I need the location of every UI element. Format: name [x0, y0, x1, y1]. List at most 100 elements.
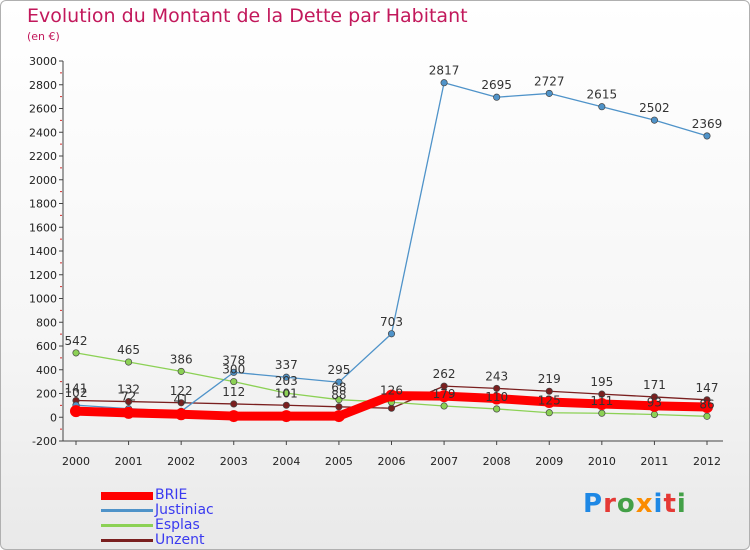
- data-point: [595, 397, 608, 410]
- data-point: [545, 409, 553, 417]
- data-label: 262: [433, 367, 456, 381]
- data-label: 88: [331, 388, 346, 402]
- data-label: 72: [121, 390, 136, 404]
- data-point: [280, 410, 293, 423]
- data-label: 93: [647, 396, 662, 410]
- data-label: 102: [65, 386, 88, 400]
- data-label: 179: [433, 387, 456, 401]
- data-label: 300: [222, 363, 245, 377]
- y-tick-label: 2000: [29, 174, 57, 187]
- y-tick-label: 2400: [29, 126, 57, 139]
- data-label: 110: [485, 390, 508, 404]
- logo-letter: i: [653, 489, 664, 519]
- data-point: [598, 103, 606, 111]
- legend-item-brie: BRIE: [101, 488, 214, 503]
- legend-swatch: [101, 491, 153, 500]
- data-point: [598, 409, 606, 417]
- data-label: 2695: [481, 78, 512, 92]
- data-label: 219: [538, 372, 561, 386]
- data-label: 542: [65, 334, 88, 348]
- legend-label: Esplas: [155, 517, 200, 533]
- data-point: [598, 390, 606, 398]
- data-label: 386: [170, 352, 193, 366]
- y-tick-label: 2600: [29, 103, 57, 116]
- x-tick-label: 2004: [272, 455, 300, 468]
- data-point: [282, 389, 290, 397]
- data-label: 41: [174, 392, 189, 406]
- y-tick-label: 800: [36, 316, 57, 329]
- data-point: [177, 367, 185, 375]
- legend-label: BRIE: [155, 487, 188, 503]
- proxiti-logo: Proxiti: [583, 489, 687, 519]
- data-point: [282, 373, 290, 381]
- legend-swatch: [101, 539, 153, 542]
- data-point: [387, 404, 396, 412]
- chart-title: Evolution du Montant de la Dette par Hab…: [27, 5, 468, 27]
- x-tick-label: 2000: [62, 455, 90, 468]
- y-tick-label: 1800: [29, 198, 57, 211]
- data-label: 2369: [692, 117, 723, 131]
- legend-item-unzent: Unzent: [101, 533, 214, 548]
- y-tick-label: -200: [32, 435, 57, 448]
- data-label: 112: [222, 385, 245, 399]
- data-label: 86: [699, 397, 714, 411]
- y-tick-label: 2200: [29, 150, 57, 163]
- data-point: [230, 400, 238, 408]
- data-point: [493, 384, 501, 392]
- logo-letter: o: [616, 489, 636, 519]
- legend-item-justiniac: Justiniac: [101, 503, 214, 518]
- y-tick-label: 1000: [29, 293, 57, 306]
- unit-label: (en €): [27, 30, 60, 43]
- data-label: 147: [696, 381, 719, 395]
- x-tick-label: 2011: [640, 455, 668, 468]
- legend-item-esplas: Esplas: [101, 518, 214, 533]
- data-point: [648, 399, 661, 412]
- data-label: 203: [275, 374, 298, 388]
- data-point: [335, 403, 343, 411]
- logo-letter: t: [663, 489, 677, 519]
- data-label: 295: [327, 363, 350, 377]
- x-tick-label: 2005: [325, 455, 353, 468]
- x-tick-label: 2003: [220, 455, 248, 468]
- data-label: 243: [485, 369, 508, 383]
- data-point: [440, 382, 448, 390]
- y-tick-label: 400: [36, 364, 57, 377]
- data-point: [282, 401, 290, 409]
- logo-letter: r: [603, 489, 617, 519]
- data-label: 2615: [587, 88, 618, 102]
- data-label: 2817: [429, 64, 460, 78]
- data-point: [438, 390, 451, 403]
- data-label: 378: [222, 353, 245, 367]
- data-point: [440, 79, 448, 87]
- data-label: 195: [590, 375, 613, 389]
- y-tick-label: 600: [36, 340, 57, 353]
- data-label: 337: [275, 358, 298, 372]
- x-tick-label: 2001: [115, 455, 143, 468]
- data-label: 465: [117, 343, 140, 357]
- data-point: [335, 378, 343, 386]
- data-point: [177, 399, 185, 407]
- data-label: 122: [170, 384, 193, 398]
- data-label: 132: [117, 383, 140, 397]
- data-label: 2502: [639, 101, 670, 115]
- data-point: [230, 378, 238, 386]
- data-point: [545, 387, 553, 395]
- y-tick-label: 1400: [29, 245, 57, 258]
- data-point: [440, 402, 448, 410]
- data-label: 125: [538, 394, 561, 408]
- legend-label: Unzent: [155, 532, 205, 548]
- data-label: 141: [65, 382, 88, 396]
- data-point: [175, 408, 188, 421]
- data-label: 703: [380, 315, 403, 329]
- data-label: 126: [380, 383, 403, 397]
- x-tick-label: 2012: [693, 455, 721, 468]
- data-label: 2727: [534, 74, 565, 88]
- data-point: [122, 406, 135, 419]
- data-label: 101: [275, 386, 298, 400]
- x-tick-label: 2002: [167, 455, 195, 468]
- x-tick-label: 2008: [483, 455, 511, 468]
- data-point: [701, 401, 713, 414]
- y-tick-label: 0: [50, 411, 57, 424]
